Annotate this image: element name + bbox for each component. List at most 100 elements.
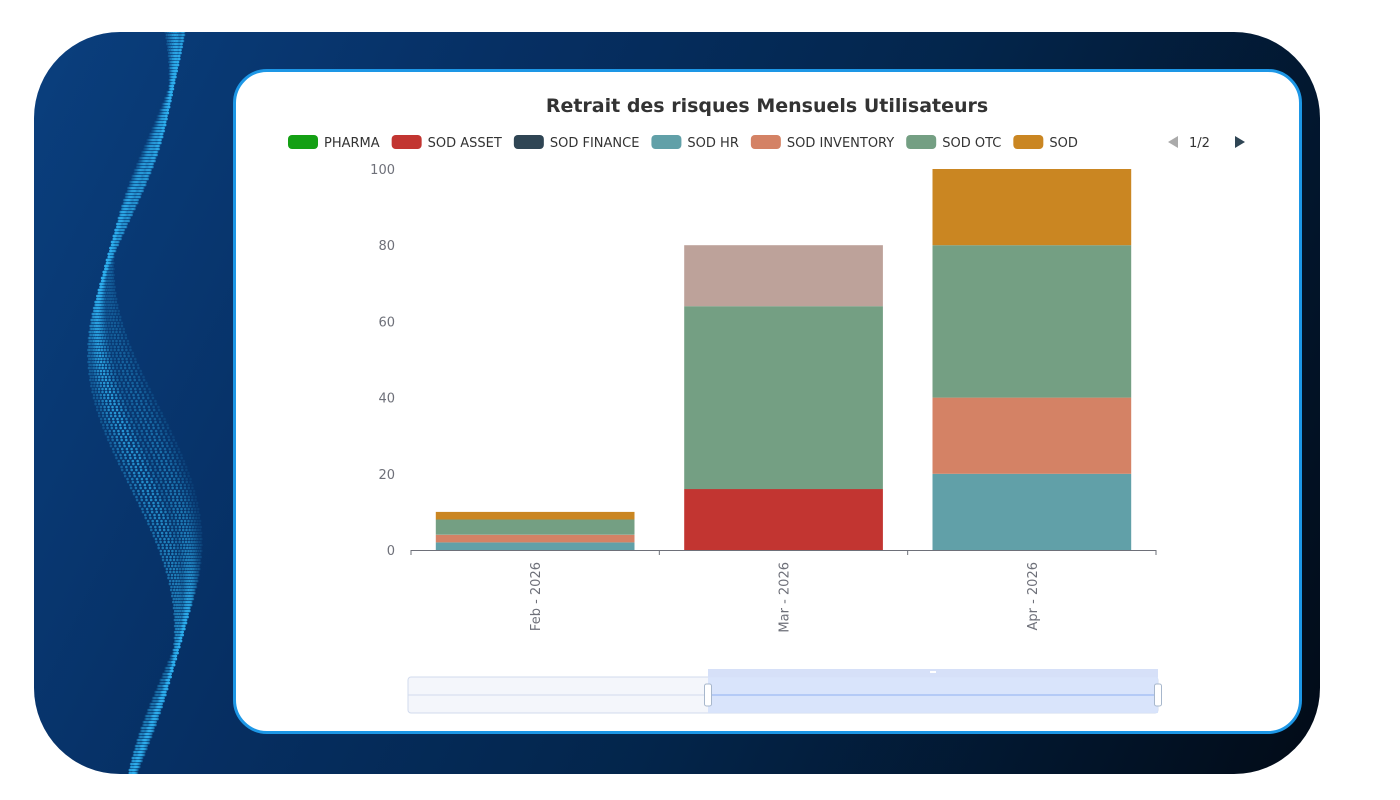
legend-item-label[interactable]: SOD HR xyxy=(687,136,738,151)
wave-dot xyxy=(130,429,134,433)
legend-swatch[interactable] xyxy=(288,135,318,149)
bar-segment[interactable] xyxy=(435,542,635,550)
wave-dot xyxy=(127,462,130,466)
bar-segment[interactable] xyxy=(932,397,1132,474)
wave-dot xyxy=(164,522,168,526)
wave-dot xyxy=(148,504,151,508)
wave-dot xyxy=(174,591,177,595)
wave-dot xyxy=(184,465,188,469)
wave-dot xyxy=(110,288,113,292)
bar-segment[interactable] xyxy=(684,489,883,550)
wave-dot xyxy=(176,36,179,40)
wave-dot xyxy=(135,402,139,406)
wave-dot xyxy=(110,372,113,376)
wave-dot xyxy=(95,363,99,367)
wave-dot xyxy=(112,261,115,265)
data-zoom-slider[interactable] xyxy=(407,669,1162,714)
wave-dot xyxy=(191,486,194,490)
wave-dot xyxy=(136,411,139,415)
bar-segment[interactable] xyxy=(684,245,883,307)
wave-dot xyxy=(109,282,113,286)
wave-dot xyxy=(113,321,117,325)
bar-segment[interactable] xyxy=(435,511,635,520)
wave-dot xyxy=(158,708,162,712)
wave-dot xyxy=(122,432,125,436)
wave-dot xyxy=(154,147,157,151)
wave-dot xyxy=(143,390,147,394)
wave-dot xyxy=(113,294,117,298)
wave-dot xyxy=(113,411,117,415)
legend-prev-page-icon[interactable] xyxy=(1168,136,1178,148)
wave-dot xyxy=(92,336,95,340)
wave-dot xyxy=(147,741,151,745)
legend-item-label[interactable]: SOD FINANCE xyxy=(550,136,640,151)
legend-item-label[interactable]: SOD INVENTORY xyxy=(787,136,894,151)
wave-dot xyxy=(143,387,146,391)
wave-dot xyxy=(109,291,112,295)
wave-dot xyxy=(103,417,107,421)
chart-title: Retrait des risques Mensuels Utilisateur… xyxy=(546,95,988,117)
wave-dot xyxy=(112,246,115,250)
wave-dot xyxy=(148,465,152,469)
wave-dot xyxy=(163,495,166,499)
wave-dot xyxy=(193,519,196,523)
zoom-resize-handle[interactable] xyxy=(704,683,712,707)
wave-dot xyxy=(180,561,184,565)
legend-item-label[interactable]: SOD xyxy=(1049,136,1078,151)
wave-dot xyxy=(151,492,155,496)
legend-item-label[interactable]: PHARMA xyxy=(324,136,380,151)
wave-dot xyxy=(174,501,177,505)
wave-dot xyxy=(98,345,101,349)
wave-dot xyxy=(157,543,160,547)
wave-dot xyxy=(138,426,141,430)
wave-dot xyxy=(129,348,132,352)
wave-dot xyxy=(160,702,164,706)
zoom-resize-handle[interactable] xyxy=(1154,683,1162,707)
wave-dot xyxy=(109,402,112,406)
bar-segment[interactable] xyxy=(435,534,635,543)
wave-dot xyxy=(131,201,135,205)
wave-dot xyxy=(163,561,167,565)
wave-dot xyxy=(133,474,136,478)
wave-dot xyxy=(114,453,118,457)
wave-dot xyxy=(166,32,170,34)
wave-dot xyxy=(125,420,129,424)
wave-dot xyxy=(148,705,152,709)
wave-dot xyxy=(176,555,179,559)
wave-dot xyxy=(103,309,107,313)
wave-dot xyxy=(182,462,186,466)
legend-swatch[interactable] xyxy=(906,135,937,149)
wave-dot xyxy=(175,57,178,61)
legend-swatch[interactable] xyxy=(391,135,422,149)
wave-dot xyxy=(172,435,175,439)
wave-dot xyxy=(173,576,177,580)
bar-segment[interactable] xyxy=(684,306,883,490)
wave-dot xyxy=(194,585,198,589)
wave-dot xyxy=(157,504,160,508)
wave-dot xyxy=(156,114,160,118)
legend-swatch[interactable] xyxy=(651,135,682,149)
wave-dot xyxy=(99,333,102,337)
wave-dot xyxy=(88,342,92,346)
legend-next-page-icon[interactable] xyxy=(1235,136,1245,148)
legend-swatch[interactable] xyxy=(1013,135,1044,149)
wave-dot xyxy=(169,555,172,559)
wave-dot xyxy=(174,642,178,646)
legend-item-label[interactable]: SOD ASSET xyxy=(428,136,502,151)
wave-dot xyxy=(131,354,135,358)
bar-segment[interactable] xyxy=(932,169,1132,246)
wave-dot xyxy=(132,414,135,418)
wave-dot xyxy=(172,600,175,604)
wave-dot xyxy=(140,498,144,502)
wave-dot xyxy=(116,447,119,451)
wave-dot xyxy=(105,312,109,316)
wave-dot xyxy=(92,366,96,370)
bar-segment[interactable] xyxy=(435,519,635,535)
legend-item-label[interactable]: SOD OTC xyxy=(942,136,1001,151)
wave-dot xyxy=(175,495,179,499)
legend-swatch[interactable] xyxy=(513,135,544,149)
bar-segment[interactable] xyxy=(932,245,1132,398)
legend-swatch[interactable] xyxy=(750,135,781,149)
bar-segment[interactable] xyxy=(932,473,1132,550)
wave-dot xyxy=(160,522,164,526)
